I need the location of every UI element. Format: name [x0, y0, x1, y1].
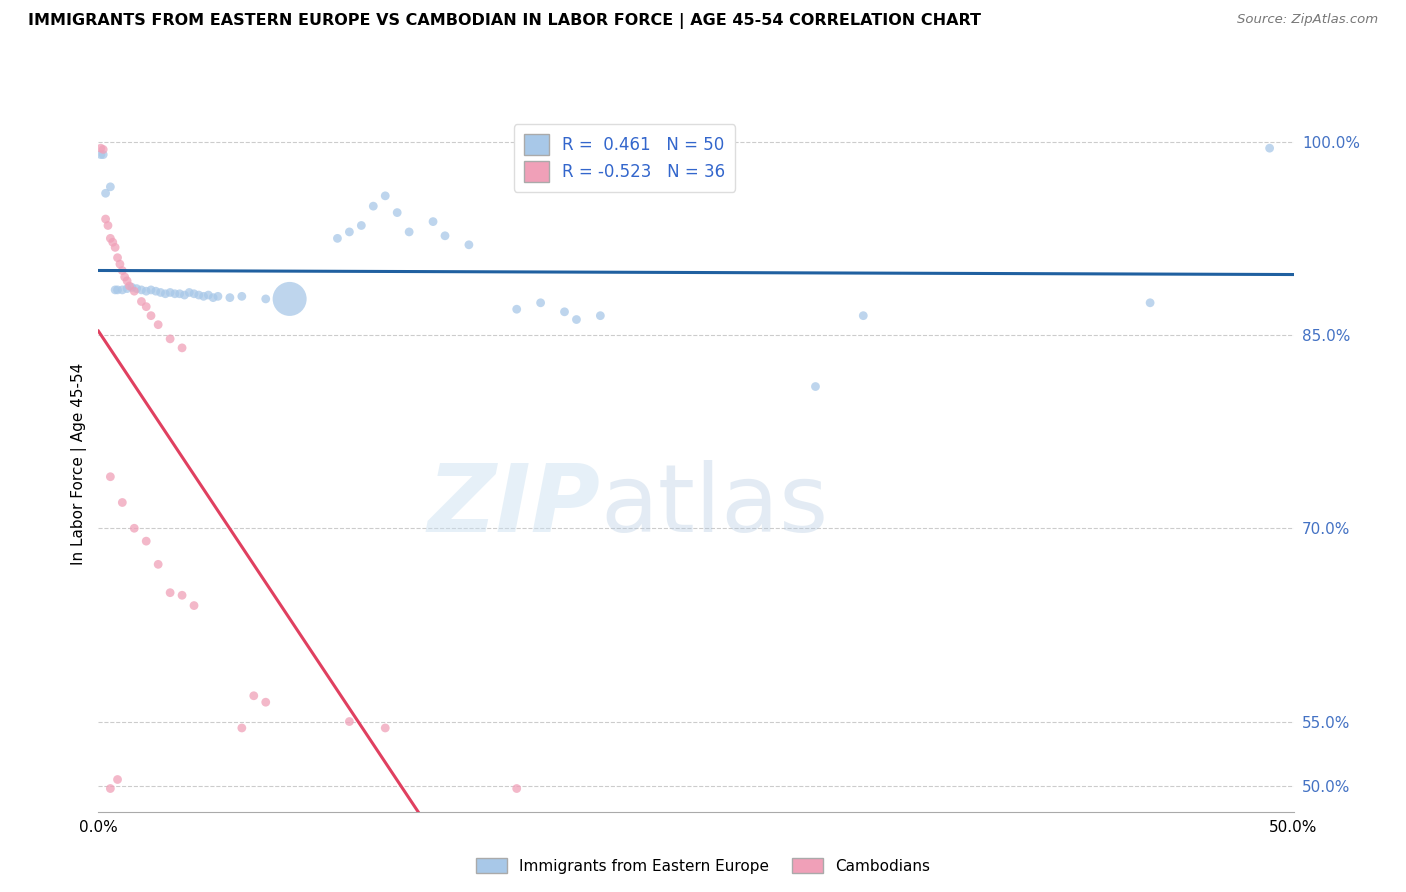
Point	[124, 284, 146, 298]
Point	[107, 283, 129, 297]
Point	[104, 283, 127, 297]
Point	[374, 721, 396, 735]
Point	[94, 186, 117, 201]
Point	[374, 189, 396, 203]
Point	[139, 283, 162, 297]
Point	[385, 205, 409, 219]
Point	[98, 781, 122, 796]
Point	[91, 147, 114, 161]
Point	[422, 214, 444, 228]
Point	[589, 309, 612, 323]
Point	[1139, 295, 1161, 310]
Point	[350, 219, 373, 233]
Point	[118, 279, 141, 293]
Point	[135, 284, 157, 298]
Point	[90, 141, 112, 155]
Point	[125, 282, 148, 296]
Point	[115, 282, 138, 296]
Point	[131, 294, 153, 309]
Point	[159, 285, 181, 300]
Point	[197, 288, 219, 302]
Point	[326, 231, 349, 245]
Point	[107, 772, 129, 787]
Point	[172, 341, 194, 355]
Point	[98, 469, 122, 483]
Text: ZIP: ZIP	[427, 459, 600, 551]
Point	[852, 309, 875, 323]
Text: atlas: atlas	[600, 459, 828, 551]
Point	[135, 300, 157, 314]
Point	[1258, 141, 1281, 155]
Point	[187, 288, 209, 302]
Point	[155, 286, 177, 301]
Point	[458, 237, 481, 252]
Point	[398, 225, 420, 239]
Point	[231, 289, 253, 303]
Point	[159, 585, 181, 599]
Point	[433, 228, 456, 243]
Point	[506, 302, 529, 317]
Point	[101, 235, 124, 250]
Point	[565, 312, 588, 326]
Point	[183, 599, 205, 613]
Point	[339, 225, 360, 239]
Legend: R =  0.461   N = 50, R = -0.523   N = 36: R = 0.461 N = 50, R = -0.523 N = 36	[513, 124, 735, 192]
Point	[554, 305, 576, 319]
Point	[148, 318, 170, 332]
Point	[107, 251, 129, 265]
Point	[202, 291, 225, 305]
Point	[115, 274, 138, 288]
Point	[172, 588, 194, 602]
Point	[243, 689, 266, 703]
Point	[135, 534, 157, 549]
Point	[159, 332, 181, 346]
Point	[804, 379, 827, 393]
Point	[108, 257, 131, 271]
Text: IMMIGRANTS FROM EASTERN EUROPE VS CAMBODIAN IN LABOR FORCE | AGE 45-54 CORRELATI: IMMIGRANTS FROM EASTERN EUROPE VS CAMBOD…	[28, 13, 981, 29]
Text: Source: ZipAtlas.com: Source: ZipAtlas.com	[1237, 13, 1378, 27]
Point	[278, 292, 301, 306]
Point	[94, 212, 117, 227]
Point	[254, 292, 277, 306]
Point	[169, 286, 191, 301]
Point	[124, 521, 146, 535]
Point	[254, 695, 277, 709]
Point	[173, 288, 195, 302]
Point	[145, 284, 167, 298]
Point	[529, 295, 551, 310]
Point	[506, 781, 529, 796]
Point	[207, 289, 229, 303]
Point	[163, 286, 186, 301]
Point	[98, 179, 122, 194]
Point	[219, 291, 242, 305]
Point	[139, 309, 162, 323]
Point	[111, 263, 134, 277]
Point	[148, 558, 170, 572]
Point	[231, 721, 253, 735]
Point	[183, 286, 205, 301]
Point	[111, 495, 134, 509]
Point	[363, 199, 385, 213]
Point	[193, 289, 215, 303]
Point	[339, 714, 360, 729]
Point	[131, 283, 153, 297]
Point	[90, 147, 112, 161]
Point	[91, 143, 114, 157]
Point	[97, 219, 120, 233]
Point	[111, 283, 134, 297]
Y-axis label: In Labor Force | Age 45-54: In Labor Force | Age 45-54	[72, 363, 87, 565]
Point	[104, 240, 127, 254]
Point	[121, 280, 143, 294]
Legend: Immigrants from Eastern Europe, Cambodians: Immigrants from Eastern Europe, Cambodia…	[470, 852, 936, 880]
Point	[114, 270, 136, 285]
Point	[149, 285, 172, 300]
Point	[179, 285, 201, 300]
Point	[98, 231, 122, 245]
